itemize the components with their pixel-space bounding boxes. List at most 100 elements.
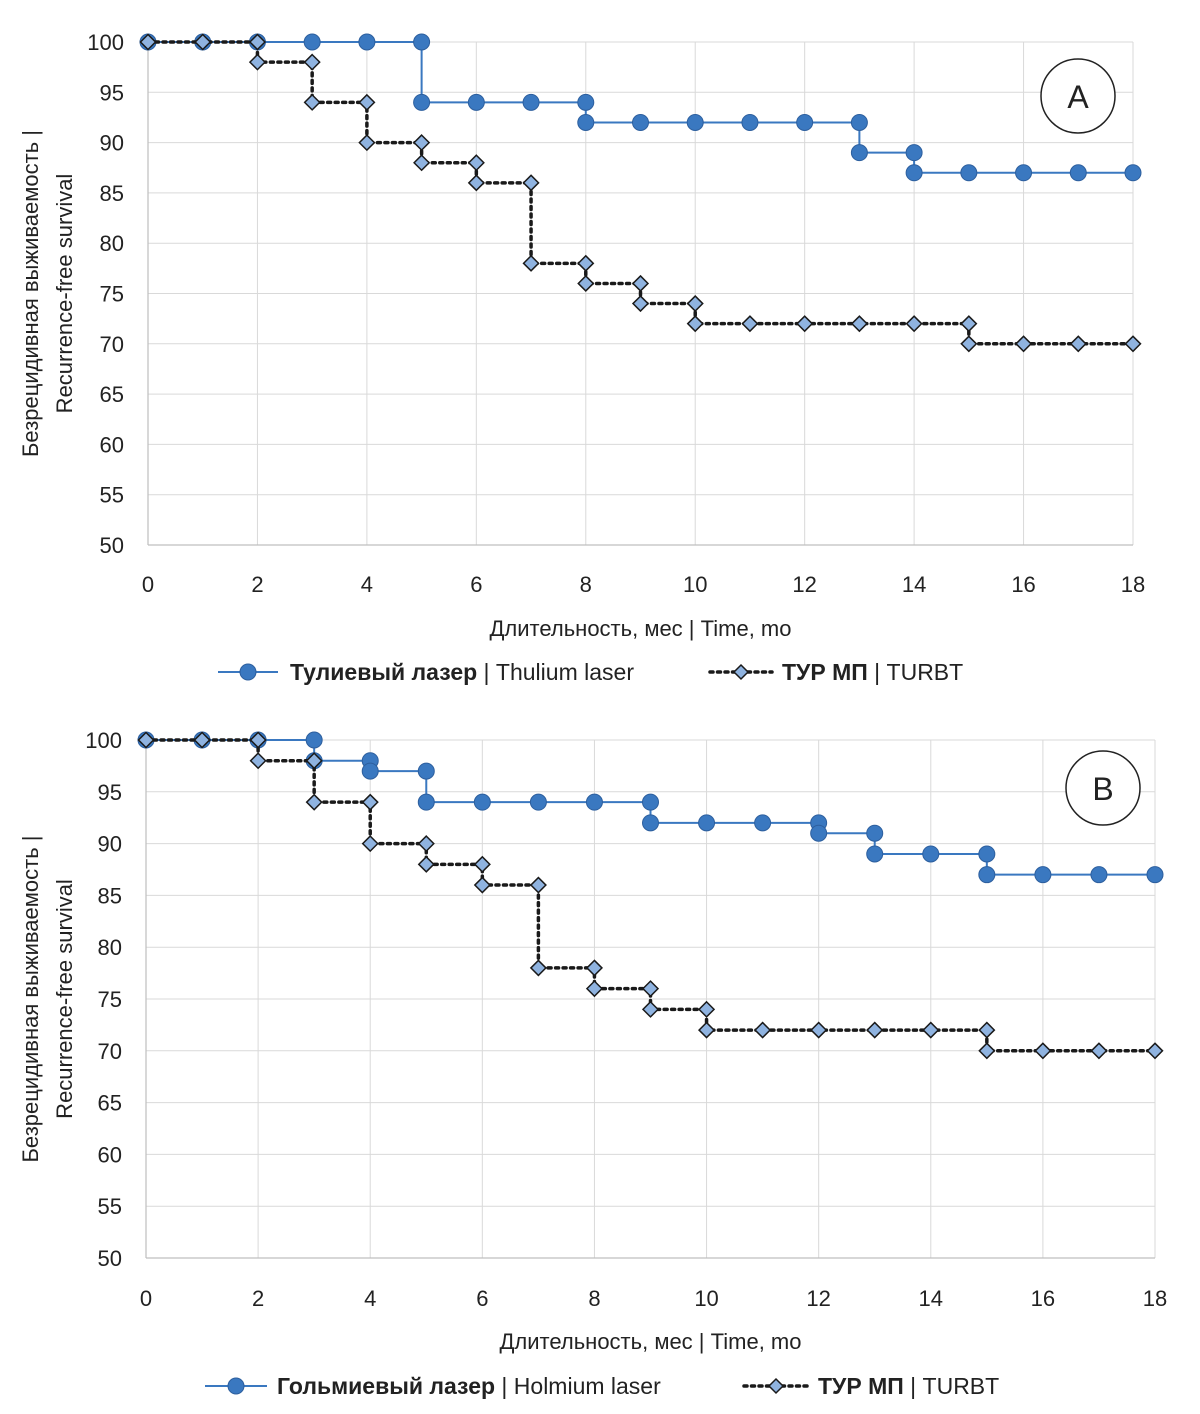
- x-tick-label: 4: [364, 1286, 376, 1311]
- data-point-circle: [866, 824, 884, 842]
- x-axis-title: Длительность, мес | Time, mo: [500, 1329, 802, 1354]
- x-tick-label: 18: [1143, 1286, 1167, 1311]
- data-point-diamond: [467, 174, 485, 192]
- data-point-diamond: [529, 876, 547, 894]
- data-point-diamond: [522, 254, 540, 272]
- series-line: [146, 40, 1135, 346]
- data-point-circle: [577, 93, 595, 111]
- y-tick-label: 95: [98, 780, 122, 805]
- y-tick-label: 55: [100, 483, 124, 508]
- data-point-circle: [866, 845, 884, 863]
- x-tick-label: 6: [476, 1286, 488, 1311]
- data-point-circle: [1069, 164, 1087, 182]
- chart-panel-a: 100 95 90 85 80 75 70 65 60 55 50 0 2 4 6 8 10 12 14 16 18 Дл…: [0, 0, 1200, 700]
- data-point-diamond: [978, 1042, 996, 1060]
- series-line: [148, 41, 1133, 174]
- data-point-diamond: [1124, 335, 1142, 353]
- data-point-diamond: [741, 315, 759, 333]
- panel-label: A: [1067, 79, 1089, 115]
- data-point-diamond: [361, 793, 379, 811]
- legend-label: ТУР МП | TURBT: [818, 1373, 999, 1399]
- x-tick-label: 14: [919, 1286, 943, 1311]
- data-point-circle: [1146, 866, 1164, 884]
- y-tick-label: 85: [98, 883, 122, 908]
- data-point-circle: [850, 144, 868, 162]
- x-tick-label: 12: [806, 1286, 830, 1311]
- y-axis-title-line2: Recurrence-free survival: [52, 879, 77, 1119]
- data-point-diamond: [413, 154, 431, 172]
- x-tick-label: 6: [470, 572, 482, 597]
- x-tick-label: 2: [251, 572, 263, 597]
- data-point-circle: [960, 164, 978, 182]
- y-tick-label: 70: [98, 1039, 122, 1064]
- data-point-circle: [905, 164, 923, 182]
- data-point-circle: [413, 93, 431, 111]
- data-point-diamond: [1014, 335, 1033, 353]
- data-point-circle: [642, 814, 659, 832]
- data-point-diamond: [248, 53, 267, 71]
- y-tick-label: 50: [100, 533, 124, 558]
- y-tick-label: 90: [98, 832, 122, 857]
- y-tick-label: 50: [98, 1246, 122, 1271]
- x-tick-label: 8: [588, 1286, 600, 1311]
- data-point-diamond: [585, 980, 604, 998]
- data-point-diamond: [978, 1021, 996, 1039]
- data-point-diamond: [960, 315, 978, 333]
- legend-item: Тулиевый лазер | Thulium laser: [218, 659, 634, 685]
- data-point-diamond: [194, 33, 212, 51]
- panel-label-circle: [1065, 750, 1141, 826]
- data-point-diamond: [1069, 335, 1087, 353]
- y-tick-label: 60: [100, 432, 124, 457]
- data-point-circle: [741, 113, 759, 131]
- legend-label-rest: | TURBT: [868, 659, 963, 685]
- legend-label-rest: | Holmium laser: [495, 1373, 661, 1399]
- legend-label: ТУР МП | TURBT: [782, 659, 963, 685]
- legend-label-bold: Тулиевый лазер: [290, 659, 477, 685]
- data-point-diamond: [577, 254, 595, 272]
- legend-label-bold: ТУР МП: [782, 659, 868, 685]
- x-axis-title: Длительность, мес | Time, mo: [490, 616, 792, 641]
- data-point-diamond: [413, 134, 431, 152]
- data-point-diamond: [358, 134, 376, 152]
- data-point-diamond: [1146, 1042, 1164, 1060]
- y-tick-label: 80: [100, 231, 124, 256]
- legend-item: Гольмиевый лазер | Holmium laser: [205, 1373, 661, 1399]
- legend-swatch-marker: [239, 663, 257, 681]
- y-tick-label: 60: [98, 1142, 122, 1167]
- x-tick-label: 16: [1031, 1286, 1055, 1311]
- data-point-diamond: [361, 835, 379, 853]
- data-point-diamond: [305, 752, 323, 770]
- data-point-circle: [417, 793, 435, 811]
- data-point-circle: [978, 845, 996, 863]
- data-point-diamond: [577, 274, 595, 293]
- data-point-diamond: [631, 294, 650, 313]
- data-point-diamond: [139, 33, 157, 51]
- data-point-circle: [585, 793, 603, 811]
- data-point-diamond: [137, 731, 155, 749]
- data-point-circle: [642, 793, 659, 811]
- y-tick-label: 65: [98, 1091, 122, 1116]
- data-point-circle: [632, 113, 649, 131]
- data-point-circle: [361, 762, 379, 780]
- y-axis-title-line2: Recurrence-free survival: [52, 174, 77, 414]
- data-point-circle: [810, 824, 828, 842]
- data-point-circle: [1090, 866, 1108, 884]
- data-point-circle: [303, 33, 321, 51]
- legend-label: Тулиевый лазер | Thulium laser: [290, 659, 634, 685]
- data-point-diamond: [305, 793, 323, 811]
- y-tick-label: 55: [98, 1194, 122, 1219]
- legend-label-bold: ТУР МП: [818, 1373, 904, 1399]
- data-point-circle: [686, 113, 704, 131]
- data-point-diamond: [850, 315, 868, 333]
- data-point-diamond: [1034, 1042, 1052, 1060]
- x-tick-label: 14: [902, 572, 926, 597]
- data-point-circle: [698, 814, 716, 832]
- y-tick-label: 65: [100, 382, 124, 407]
- data-point-diamond: [249, 752, 267, 770]
- series-line: [144, 738, 1157, 1053]
- data-point-diamond: [631, 274, 650, 293]
- data-point-diamond: [193, 731, 211, 749]
- data-point-diamond: [473, 876, 491, 894]
- data-point-diamond: [641, 1000, 660, 1018]
- data-point-circle: [1124, 164, 1142, 182]
